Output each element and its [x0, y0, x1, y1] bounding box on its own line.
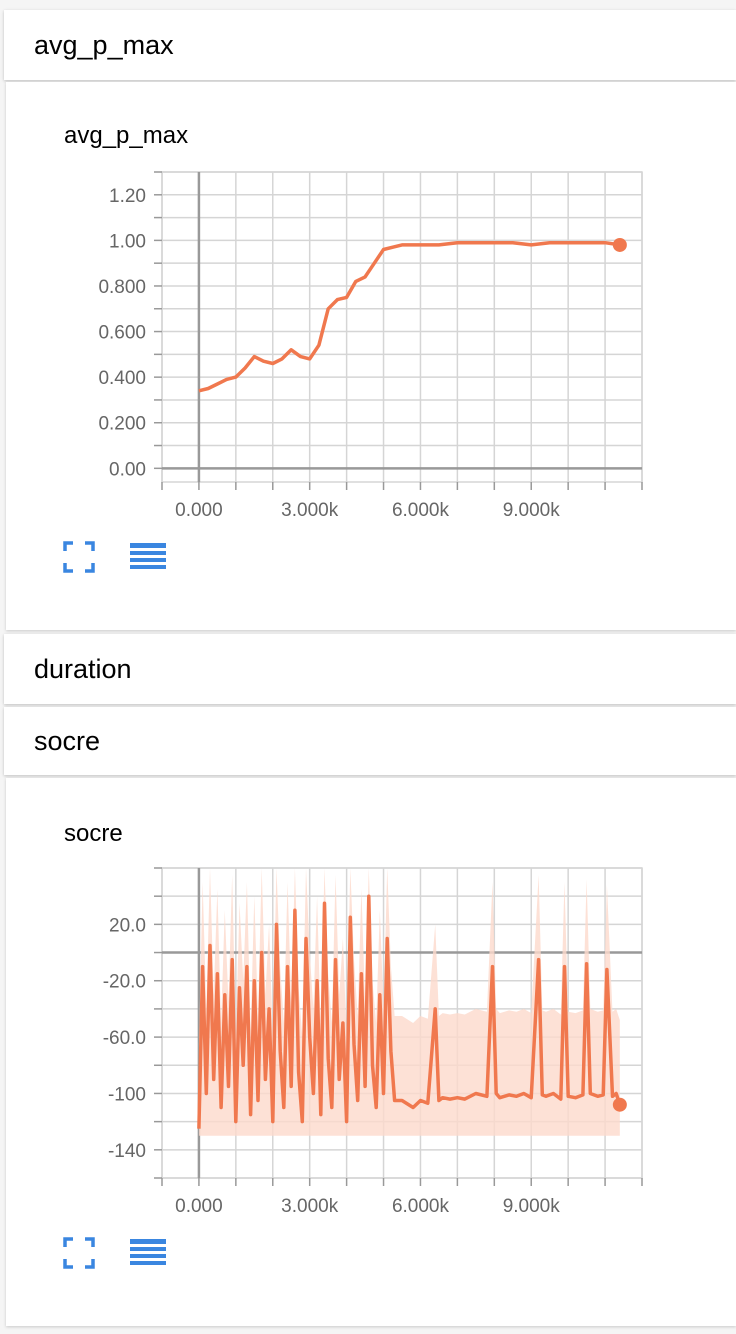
y-tick-label: 1.20: [109, 186, 146, 207]
x-tick-label: 6.000k: [392, 1196, 450, 1217]
y-tick-label: -20.0: [103, 972, 146, 993]
y-tick-label: -140: [108, 1141, 146, 1162]
x-tick-label: 0.000: [175, 500, 223, 521]
section-header-avg-p-max[interactable]: avg_p_max: [4, 10, 736, 80]
y-tick-label: -100: [108, 1084, 146, 1105]
socre-chart: -140 -100 -60.0 -20.0 20.0 0.000 3.000k 6.000k 9…: [103, 867, 643, 1217]
y-tick-label: 0.800: [98, 277, 146, 298]
series-line: [198, 240, 621, 393]
avg-p-max-chart: 0.00 0.200 0.400 0.600 0.800 1.00 1.20 0.000 3.0…: [98, 171, 643, 521]
series-group: [197, 868, 622, 1136]
list-lines-icon[interactable]: [130, 1236, 168, 1270]
plot-frame: [161, 171, 643, 483]
y-tick-label: 0.00: [109, 459, 146, 480]
x-tick-label: 9.000k: [503, 1196, 561, 1217]
x-tick-label: 0.000: [175, 1196, 223, 1217]
x-tick-label: 9.000k: [503, 500, 561, 521]
plot-frame: [161, 867, 643, 1179]
list-lines-icon[interactable]: [130, 540, 168, 574]
y-tick-label: 1.00: [109, 231, 146, 252]
chart-title: socre: [64, 820, 123, 847]
series-line: [197, 894, 622, 1129]
chart-card-avg-p-max: avg_p_max 0.00 0.200 0.400 0.600 0.800 1.00 1.…: [6, 82, 736, 630]
chart-title: avg_p_max: [64, 122, 189, 149]
y-tick-label: 0.200: [98, 414, 146, 435]
x-tick-label: 6.000k: [392, 500, 450, 521]
y-tick-label: -60.0: [103, 1028, 146, 1049]
section-header-duration[interactable]: duration: [4, 634, 736, 704]
y-tick-label: 20.0: [109, 915, 146, 936]
section-title: socre: [34, 725, 101, 756]
series-last-point: [612, 237, 627, 252]
fullscreen-icon[interactable]: [62, 540, 96, 574]
y-tick-label: 0.400: [98, 368, 146, 389]
chart-card-socre: socre -140 -100 -60.0 -20.0 20.0 0.000 3.000k 6…: [6, 778, 736, 1326]
section-header-socre[interactable]: socre: [4, 707, 736, 775]
section-title: avg_p_max: [34, 29, 174, 60]
y-tick-label: 0.600: [98, 323, 146, 344]
x-tick-label: 3.000k: [281, 500, 339, 521]
fullscreen-icon[interactable]: [62, 1236, 96, 1270]
section-title: duration: [34, 653, 132, 684]
series-group: [198, 240, 621, 393]
x-tick-label: 3.000k: [281, 1196, 339, 1217]
series-last-point: [612, 1097, 627, 1112]
